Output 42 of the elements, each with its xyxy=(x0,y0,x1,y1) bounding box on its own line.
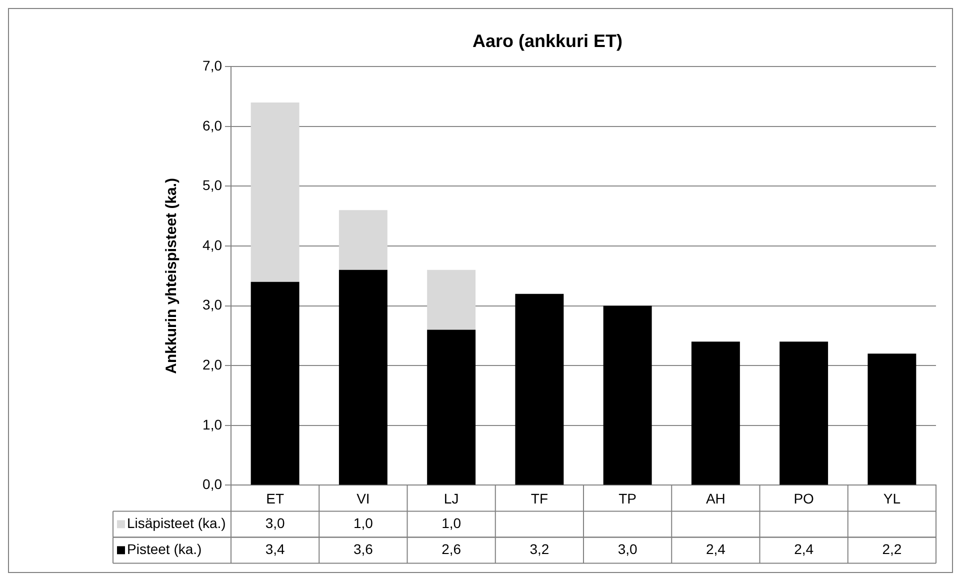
y-tick-label: 4,0 xyxy=(202,236,222,253)
legend-label: Lisäpisteet (ka.) xyxy=(127,515,226,532)
x-tick-label: PO xyxy=(794,490,814,506)
y-tick-label: 1,0 xyxy=(202,416,222,432)
x-tick-label: AH xyxy=(706,490,726,506)
x-tick-label: TP xyxy=(618,490,637,506)
bar xyxy=(250,102,300,282)
bar xyxy=(338,210,388,270)
x-tick-label: VI xyxy=(356,490,370,506)
data-label: 2,4 xyxy=(706,541,726,558)
data-label: 3,4 xyxy=(265,541,286,558)
bar xyxy=(515,294,564,485)
y-tick-label: 6,0 xyxy=(202,117,222,134)
y-tick-label: 7,0 xyxy=(202,57,222,74)
data-label: 3,6 xyxy=(353,541,374,558)
x-tick-label: TF xyxy=(530,490,548,506)
y-tick-label: 5,0 xyxy=(202,177,222,194)
data-label: 3,2 xyxy=(530,541,550,558)
y-tick-label: 3,0 xyxy=(202,296,222,313)
bar xyxy=(250,282,300,485)
y-tick-label: 2,0 xyxy=(202,356,222,372)
data-label: 2,4 xyxy=(794,541,814,558)
x-tick-label: LJ xyxy=(444,490,459,506)
bar xyxy=(427,270,476,330)
x-tick-label: ET xyxy=(266,490,284,506)
bar xyxy=(780,342,828,485)
data-label: 1,0 xyxy=(442,515,462,532)
data-label: 2,2 xyxy=(882,541,902,558)
bar xyxy=(427,330,476,485)
data-label: 3,0 xyxy=(618,541,638,558)
data-label: 3,0 xyxy=(265,515,286,532)
x-tick-label: YL xyxy=(883,490,901,506)
y-tick-label: 0,0 xyxy=(202,476,222,492)
chart-title: Aaro (ankkuri ET) xyxy=(472,30,623,51)
data-label: 2,6 xyxy=(442,541,462,558)
data-label: 1,0 xyxy=(353,515,374,532)
bar xyxy=(691,342,740,485)
legend-label: Pisteet (ka.) xyxy=(127,541,202,558)
bar xyxy=(603,306,652,485)
bar xyxy=(338,270,388,485)
bar xyxy=(868,354,916,485)
y-axis-title: Ankkurin yhteispisteet (ka.) xyxy=(163,178,180,374)
